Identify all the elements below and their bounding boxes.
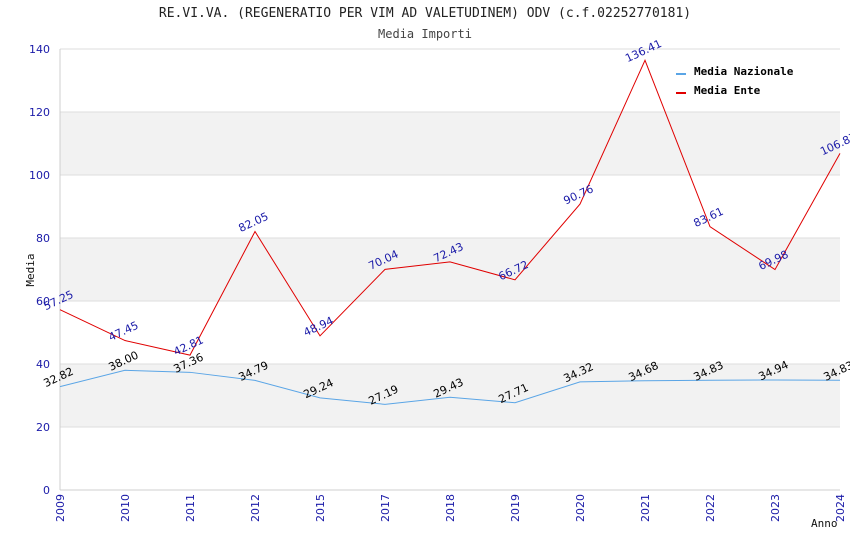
- x-tick-label: 2018: [444, 494, 457, 522]
- data-label: 57.25: [41, 288, 75, 313]
- x-tick-label: 2023: [769, 494, 782, 522]
- legend-label: Media Nazionale: [694, 65, 794, 78]
- y-tick-label: 40: [36, 358, 50, 371]
- series-line-1: [59, 369, 841, 405]
- x-tick-label: 2020: [574, 494, 587, 522]
- x-tick-label: 2017: [379, 494, 392, 522]
- data-label: 82.05: [236, 210, 270, 235]
- x-tick-label: 2011: [184, 494, 197, 522]
- y-tick-label: 140: [29, 43, 50, 56]
- x-tick-label: 2009: [54, 494, 67, 522]
- y-tick-label: 120: [29, 106, 50, 119]
- data-label: 90.76: [561, 182, 595, 207]
- chart-title: RE.VI.VA. (REGENERATIO PER VIM AD VALETU…: [158, 6, 692, 21]
- series-line-2: [59, 59, 841, 356]
- x-tick-label: 2019: [509, 494, 522, 522]
- x-tick-label: 2015: [314, 494, 327, 522]
- legend-label: Media Ente: [694, 84, 761, 97]
- x-tick-label: 2024: [834, 494, 847, 522]
- x-tick-label: 2022: [704, 494, 717, 522]
- y-tick-label: 60: [36, 295, 50, 308]
- y-axis-label: Media: [24, 253, 37, 286]
- grid-band: [60, 364, 840, 427]
- x-tick-label: 2010: [119, 494, 132, 522]
- data-label: 136.41: [623, 37, 663, 65]
- data-label: 83.61: [691, 205, 725, 230]
- y-tick-label: 20: [36, 421, 50, 434]
- y-tick-label: 80: [36, 232, 50, 245]
- grid-band: [60, 112, 840, 175]
- x-axis-label: Anno: [811, 517, 838, 530]
- x-tick-label: 2012: [249, 494, 262, 522]
- grid-band: [60, 238, 840, 301]
- x-tick-label: 2021: [639, 494, 652, 522]
- y-tick-label: 0: [43, 484, 50, 497]
- data-label: 48.94: [301, 314, 335, 339]
- y-tick-label: 100: [29, 169, 50, 182]
- chart-subtitle: Media Importi: [378, 27, 472, 41]
